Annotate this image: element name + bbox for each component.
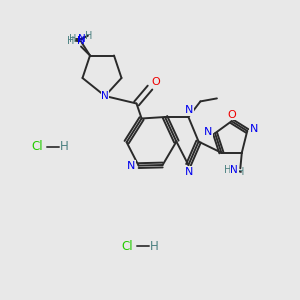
Text: Cl: Cl: [122, 239, 133, 253]
Text: H: H: [237, 167, 244, 177]
Text: N: N: [101, 91, 109, 101]
Text: Cl: Cl: [32, 140, 43, 154]
Text: N: N: [78, 34, 86, 44]
Text: N: N: [230, 165, 238, 175]
Text: N: N: [185, 105, 193, 116]
Text: H: H: [85, 31, 93, 41]
Text: N: N: [250, 124, 258, 134]
Text: O: O: [228, 110, 237, 120]
Text: N: N: [185, 167, 193, 177]
Text: H: H: [224, 165, 231, 175]
Text: O: O: [152, 77, 160, 87]
Text: N: N: [127, 160, 135, 171]
Text: H: H: [59, 140, 68, 154]
Text: H: H: [69, 34, 76, 44]
Text: N: N: [77, 36, 85, 46]
Text: N: N: [204, 127, 213, 137]
Text: H: H: [68, 36, 75, 46]
Text: H: H: [149, 239, 158, 253]
